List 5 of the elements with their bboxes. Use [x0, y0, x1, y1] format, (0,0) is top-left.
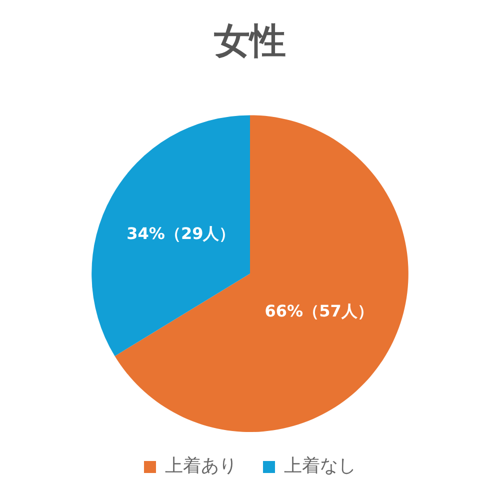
- legend-label: 上着なし: [284, 456, 356, 477]
- legend-label: 上着あり: [165, 456, 237, 477]
- chart-title: 女性: [214, 20, 286, 62]
- data-label: 66%（57人）: [264, 302, 374, 321]
- data-label: 34%（29人）: [126, 224, 236, 243]
